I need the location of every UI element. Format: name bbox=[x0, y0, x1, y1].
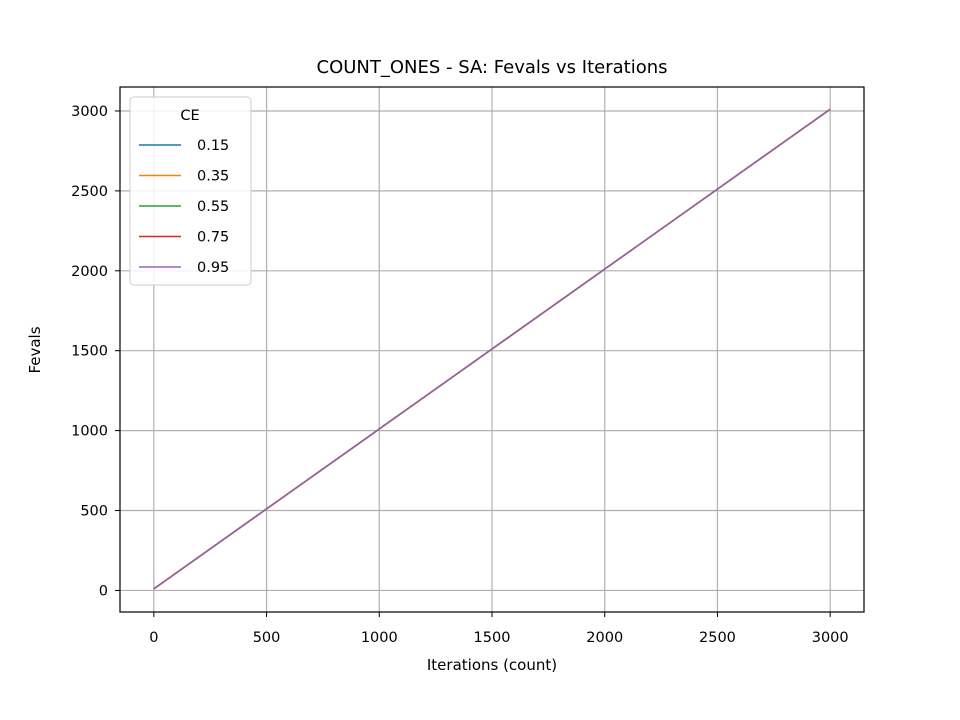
legend-label: 0.35 bbox=[197, 169, 229, 185]
x-tick-label: 1500 bbox=[474, 630, 511, 646]
legend-label: 0.15 bbox=[197, 138, 229, 154]
y-tick-label: 1500 bbox=[71, 344, 108, 360]
y-tick-label: 1000 bbox=[71, 424, 108, 440]
legend-box bbox=[129, 96, 252, 286]
y-tick-label: 500 bbox=[80, 504, 108, 520]
x-axis-label: Iterations (count) bbox=[427, 656, 557, 674]
series-lines bbox=[153, 108, 831, 590]
y-tick-label: 0 bbox=[99, 583, 108, 599]
chart-title: COUNT_ONES - SA: Fevals vs Iterations bbox=[317, 57, 668, 78]
legend-label: 0.75 bbox=[197, 230, 229, 246]
y-axis-label: Fevals bbox=[26, 326, 44, 373]
x-tick-label: 3000 bbox=[812, 630, 849, 646]
legend-label: 0.95 bbox=[197, 260, 229, 276]
y-tick-label: 2500 bbox=[71, 184, 108, 200]
grid-lines bbox=[120, 87, 864, 612]
y-axis-ticks: 0 500 1000 1500 2000 2500 3000 bbox=[71, 104, 120, 599]
x-tick-label: 1000 bbox=[361, 630, 398, 646]
x-tick-label: 500 bbox=[253, 630, 281, 646]
x-tick-label: 0 bbox=[149, 630, 158, 646]
x-axis-ticks: 0 500 1000 1500 2000 2500 3000 bbox=[149, 612, 849, 646]
y-tick-label: 2000 bbox=[71, 264, 108, 280]
y-tick-label: 3000 bbox=[71, 104, 108, 120]
legend-items: 0.15 0.35 0.55 0.75 0.95 bbox=[139, 138, 229, 276]
series-line-0-95 bbox=[153, 108, 831, 590]
x-tick-label: 2500 bbox=[699, 630, 736, 646]
x-tick-label: 2000 bbox=[586, 630, 623, 646]
legend-label: 0.55 bbox=[197, 199, 229, 215]
legend-title: CE bbox=[180, 108, 199, 124]
legend: CE 0.15 0.35 0.55 0.75 0.95 bbox=[129, 96, 252, 286]
